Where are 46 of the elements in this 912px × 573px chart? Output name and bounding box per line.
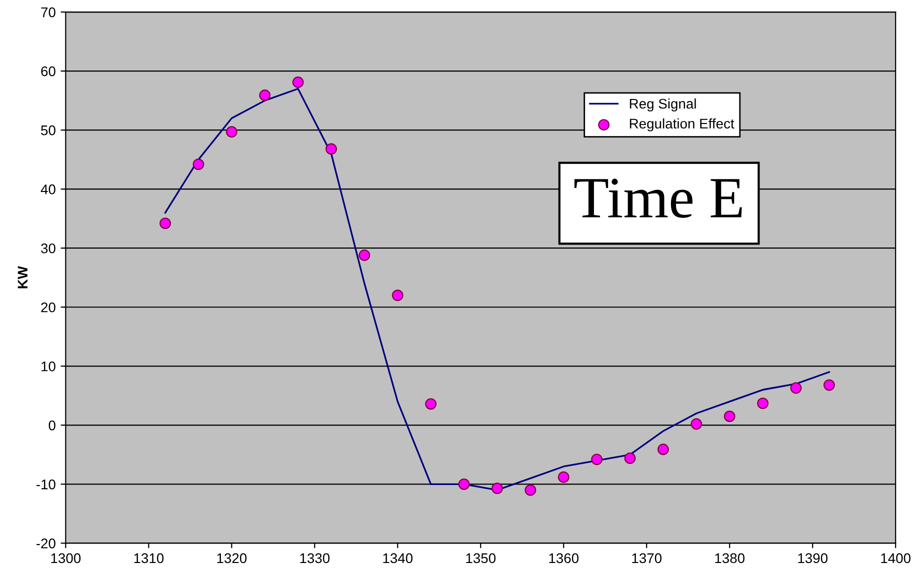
x-tick-label: 1310 [134, 553, 164, 564]
x-tick-label: 1320 [217, 553, 247, 564]
x-tick-label: 1330 [300, 553, 330, 564]
point [757, 398, 768, 410]
y-tick-label: 40 [40, 184, 56, 194]
point [425, 398, 437, 410]
point [591, 454, 603, 466]
x-tick-label: 1370 [632, 553, 662, 564]
x-tick-label: 1340 [383, 553, 413, 564]
y-tick-label: 50 [41, 125, 56, 136]
point [690, 418, 702, 430]
x-tick-label: 1400 [881, 553, 910, 564]
legend-label: Reg Signal [630, 98, 696, 112]
y-axis-title: KW [18, 266, 28, 288]
y-tick-label: 0 [48, 420, 56, 430]
point [492, 482, 503, 494]
y-tick-label: 70 [41, 7, 56, 18]
y-tick-label: 30 [41, 243, 56, 254]
point [192, 158, 204, 170]
point [624, 452, 636, 464]
point [558, 471, 570, 483]
y-tick-label: -20 [36, 538, 56, 548]
point [458, 478, 470, 490]
x-tick-label: 1390 [798, 553, 828, 564]
point [326, 143, 337, 155]
point [790, 382, 802, 394]
x-tick-label: 1300 [51, 553, 81, 564]
y-tick-label: 10 [42, 361, 56, 372]
legend-label: Regulation Effect [630, 118, 734, 132]
point [160, 218, 171, 230]
y-tick-label: 20 [41, 302, 56, 312]
y-tick-label: 60 [41, 66, 56, 76]
point [226, 126, 238, 138]
y-tick-label: -10 [36, 480, 56, 490]
point [392, 290, 404, 302]
point [524, 484, 536, 496]
point [292, 76, 304, 88]
x-tick-label: 1360 [549, 553, 579, 564]
point [259, 90, 271, 101]
x-tick-label: 1350 [466, 553, 496, 564]
point [658, 444, 669, 456]
point [724, 410, 736, 422]
point [823, 379, 835, 391]
annotation: Time E [574, 178, 742, 218]
x-tick-label: 1380 [715, 553, 745, 564]
point [358, 249, 370, 261]
